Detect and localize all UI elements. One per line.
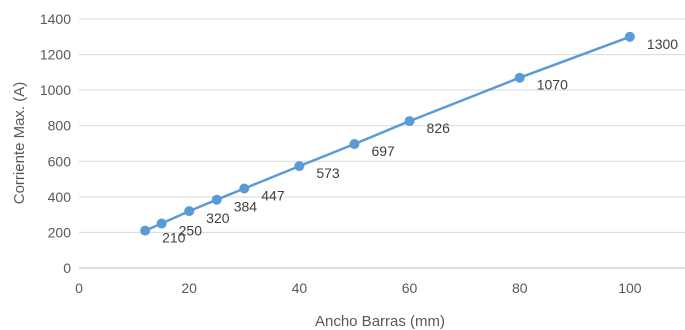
data-point	[349, 139, 360, 150]
data-label: 320	[206, 210, 230, 226]
data-point	[184, 206, 195, 217]
y-tick-label: 200	[48, 224, 72, 240]
y-tick-label: 1000	[40, 82, 71, 98]
data-label: 697	[371, 143, 395, 159]
y-axis-ticks: 0 200 400 600 800 1000 1200 1400	[40, 11, 71, 276]
data-point	[624, 31, 635, 42]
x-tick-label: 60	[402, 280, 418, 296]
x-tick-label: 40	[292, 280, 308, 296]
data-label: 250	[179, 223, 203, 239]
data-label: 384	[234, 199, 258, 215]
data-point	[156, 218, 167, 229]
data-label: 1070	[537, 77, 568, 93]
y-tick-label: 400	[48, 189, 72, 205]
y-tick-label: 1400	[40, 11, 71, 27]
y-tick-label: 1200	[40, 47, 71, 63]
x-tick-label: 80	[512, 280, 528, 296]
y-tick-label: 600	[48, 153, 72, 169]
data-label: 573	[316, 165, 340, 181]
data-point	[140, 225, 151, 236]
data-point	[514, 72, 525, 83]
data-label: 826	[427, 120, 451, 136]
data-point	[404, 116, 415, 127]
gridlines	[79, 18, 685, 269]
y-tick-label: 0	[63, 260, 71, 276]
x-tick-label: 20	[181, 280, 197, 296]
data-point	[294, 161, 305, 172]
x-tick-label: 100	[618, 280, 642, 296]
x-tick-label: 0	[75, 280, 83, 296]
series-line	[144, 35, 631, 232]
data-label: 210	[162, 230, 186, 246]
series-group	[140, 31, 635, 236]
y-axis-title: Corriente Max. (A)	[11, 82, 28, 205]
x-axis-title: Ancho Barras (mm)	[315, 313, 445, 330]
data-label: 1300	[647, 36, 678, 52]
y-tick-label: 800	[48, 118, 72, 134]
x-axis-ticks: 0 20 40 60 80 100	[75, 280, 642, 296]
data-label: 447	[261, 187, 285, 203]
data-point	[211, 194, 222, 205]
data-point	[239, 183, 250, 194]
